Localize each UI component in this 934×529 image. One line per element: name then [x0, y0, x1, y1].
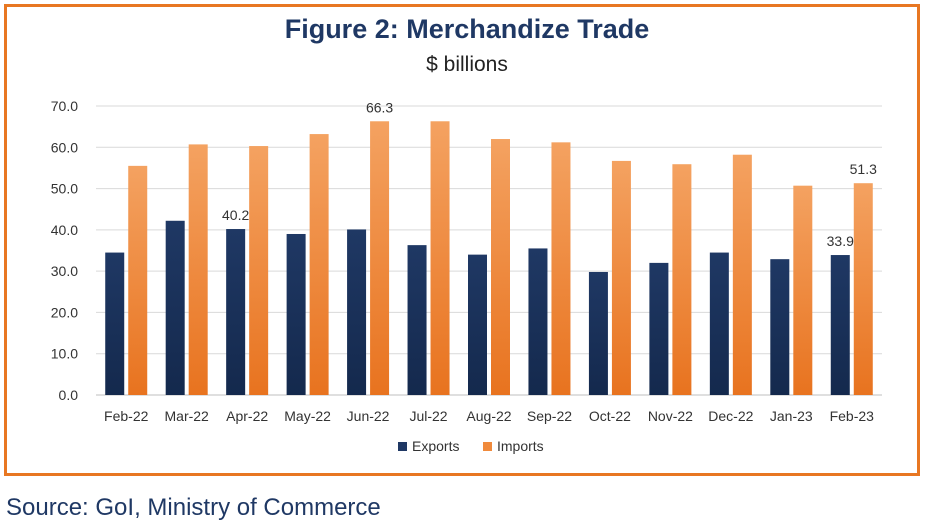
legend-label-exports: Exports	[412, 438, 459, 454]
imports-bar	[309, 134, 329, 395]
imports-bar	[249, 146, 269, 395]
chart-title: Figure 2: Merchandize Trade	[284, 14, 650, 44]
x-tick-label: Feb-22	[104, 408, 149, 424]
imports-bar	[611, 160, 631, 395]
y-tick-label: 60.0	[51, 139, 78, 155]
imports-bar	[732, 154, 752, 395]
y-tick-label: 10.0	[51, 346, 78, 362]
x-tick-label: Apr-22	[226, 408, 268, 424]
x-tick-label: Aug-22	[466, 408, 511, 424]
x-tick-label: Oct-22	[589, 408, 631, 424]
legend-label-imports: Imports	[497, 438, 544, 454]
imports-bar	[188, 144, 208, 395]
x-tick-label: Sep-22	[527, 408, 572, 424]
imports-bar	[672, 164, 692, 395]
y-tick-label: 30.0	[51, 263, 78, 279]
imports-bar	[793, 185, 813, 395]
bar-chart: 0.0 10.0 20.0 30.0 40.0 50.0 60.0 70.0 Feb-22 Mar…	[51, 98, 882, 454]
exports-bar	[226, 229, 246, 395]
exports-bar	[165, 220, 185, 395]
y-tick-label: 20.0	[51, 304, 78, 320]
legend-swatch-imports	[483, 442, 492, 451]
imports-bar	[370, 121, 390, 396]
x-tick-label: Jun-22	[347, 408, 390, 424]
imports-bar	[491, 139, 510, 395]
y-tick-label: 0.0	[59, 387, 79, 403]
exports-bar	[709, 252, 729, 395]
imports-bar	[430, 121, 450, 396]
exports-bar	[770, 259, 790, 395]
exports-bar	[528, 248, 548, 395]
x-tick-label: Dec-22	[708, 408, 753, 424]
exports-bar	[105, 252, 125, 395]
source-note: Source: GoI, Ministry of Commerce	[6, 494, 381, 521]
x-tick-label: Jan-23	[770, 408, 813, 424]
exports-bar	[588, 271, 608, 395]
x-tick-label: Nov-22	[648, 408, 693, 424]
x-tick-label: Mar-22	[165, 408, 210, 424]
exports-bar	[830, 255, 850, 395]
chart-frame	[4, 4, 920, 476]
y-tick-label: 50.0	[51, 181, 78, 197]
x-tick-label: May-22	[284, 408, 331, 424]
imports-bar	[853, 183, 873, 395]
exports-bar	[286, 233, 306, 395]
exports-bar	[649, 262, 669, 395]
y-tick-label: 40.0	[51, 222, 78, 238]
exports-bar	[407, 245, 427, 395]
data-label: 51.3	[850, 161, 877, 177]
x-tick-label: Jul-22	[409, 408, 447, 424]
data-label: 66.3	[366, 99, 393, 115]
imports-bar	[128, 165, 148, 395]
data-label: 33.9	[827, 233, 854, 249]
exports-bar	[468, 254, 487, 395]
legend-swatch-exports	[398, 442, 407, 451]
chart-subtitle: $ billions	[426, 53, 508, 76]
y-tick-label: 70.0	[51, 98, 78, 114]
exports-bar	[347, 229, 367, 395]
x-tick-label: Feb-23	[830, 408, 875, 424]
imports-bar	[551, 142, 571, 395]
data-label: 40.2	[222, 207, 249, 223]
